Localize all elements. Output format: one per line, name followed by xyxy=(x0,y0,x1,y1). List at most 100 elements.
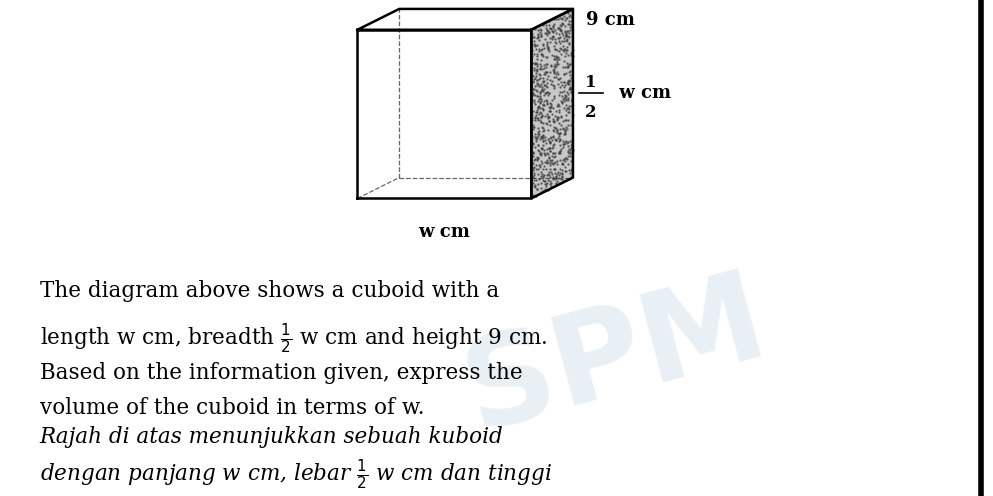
Point xyxy=(544,170,560,178)
Point xyxy=(545,81,561,89)
Point xyxy=(557,22,573,30)
Point xyxy=(556,70,572,78)
Point xyxy=(554,99,570,107)
Point xyxy=(562,10,578,18)
Point xyxy=(558,32,574,40)
Point xyxy=(550,113,566,121)
Point xyxy=(542,134,558,142)
Point xyxy=(539,120,555,128)
Point xyxy=(551,74,567,82)
Point xyxy=(557,129,573,137)
Point xyxy=(546,140,562,148)
Point xyxy=(545,22,561,30)
Point xyxy=(552,147,568,155)
Point xyxy=(539,27,555,35)
Point xyxy=(535,87,551,95)
Point xyxy=(535,130,551,138)
Point xyxy=(528,108,544,116)
Point xyxy=(530,103,546,111)
Point xyxy=(561,17,577,25)
Point xyxy=(537,158,553,166)
Point xyxy=(540,170,556,178)
Point xyxy=(526,50,542,58)
Point xyxy=(532,82,548,90)
Point xyxy=(539,88,555,96)
Point xyxy=(523,194,539,202)
Point xyxy=(538,97,554,105)
Point xyxy=(526,33,542,41)
Point xyxy=(534,144,550,152)
Point xyxy=(555,95,571,103)
Point xyxy=(549,170,565,178)
Point xyxy=(554,166,570,174)
Point xyxy=(545,117,561,125)
Point xyxy=(548,40,564,48)
Point xyxy=(561,149,577,157)
Point xyxy=(540,114,556,122)
Point xyxy=(542,108,558,116)
Text: 2: 2 xyxy=(585,104,597,121)
Point xyxy=(557,28,573,36)
Point xyxy=(564,96,580,104)
Point xyxy=(550,60,566,68)
Point xyxy=(560,121,576,129)
Point xyxy=(555,160,571,168)
Point xyxy=(562,71,578,79)
Point xyxy=(562,84,578,92)
Point xyxy=(539,79,555,87)
Point xyxy=(540,91,556,99)
Point xyxy=(559,47,575,55)
Point xyxy=(538,75,554,83)
Point xyxy=(531,135,547,143)
Point xyxy=(546,42,562,50)
Point xyxy=(557,62,573,70)
Point xyxy=(530,131,546,139)
Point xyxy=(527,117,543,124)
Point xyxy=(528,165,544,173)
Point xyxy=(529,50,545,58)
Point xyxy=(541,171,557,179)
Point xyxy=(533,30,549,38)
Point xyxy=(531,75,547,83)
Point xyxy=(547,61,563,68)
Point xyxy=(531,95,547,103)
Point xyxy=(542,68,558,76)
Point xyxy=(523,139,539,147)
Point xyxy=(530,80,546,88)
Point xyxy=(541,185,557,193)
Point xyxy=(539,29,555,37)
Point xyxy=(537,89,553,97)
Point xyxy=(531,47,547,55)
Point xyxy=(535,106,551,114)
Point xyxy=(555,77,571,85)
Point xyxy=(545,104,561,112)
Point xyxy=(525,191,541,199)
Point xyxy=(524,143,540,151)
Point xyxy=(547,62,563,70)
Text: w cm: w cm xyxy=(613,84,671,102)
Point xyxy=(529,106,545,114)
Point xyxy=(560,62,576,70)
Point xyxy=(547,149,563,157)
Point xyxy=(561,67,577,75)
Point xyxy=(556,47,572,55)
Point xyxy=(544,27,560,35)
Point xyxy=(540,113,556,121)
Point xyxy=(534,159,550,167)
Point xyxy=(556,12,572,20)
Point xyxy=(539,68,555,76)
Point xyxy=(541,144,557,152)
Point xyxy=(549,58,565,65)
Point xyxy=(557,27,573,35)
Point xyxy=(529,156,545,164)
Point xyxy=(560,104,576,112)
Point xyxy=(555,137,571,145)
Point xyxy=(552,156,568,164)
Point xyxy=(559,79,575,87)
Point xyxy=(545,143,561,151)
Point xyxy=(538,160,554,168)
Point xyxy=(523,193,539,201)
Point xyxy=(542,25,558,33)
Point xyxy=(559,139,575,147)
Point xyxy=(523,160,539,168)
